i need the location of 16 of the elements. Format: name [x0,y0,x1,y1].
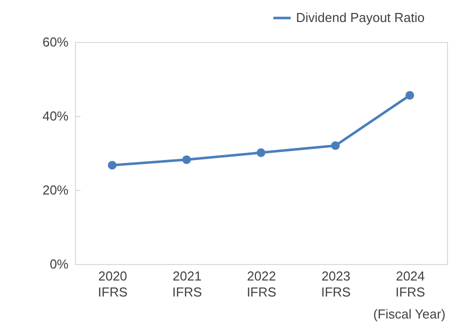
x-tick-label: 2024 IFRS [395,268,426,300]
point [182,155,191,164]
point [256,148,266,157]
x-tick-label: 2023 IFRS [321,268,352,300]
y-tick-label: 60% [42,34,69,50]
y-tick-label: 0% [50,256,69,272]
x-axis-title: (Fiscal Year) [373,306,446,322]
y-tick-label: 40% [42,108,69,124]
y-tick-label: 20% [42,182,69,198]
point [108,160,117,170]
point [331,141,340,150]
x-tick-label: 2020 IFRS [98,268,128,300]
x-tick-label: 2021 IFRS [172,268,202,300]
point [405,90,414,100]
legend-label: Dividend Payout Ratio [296,10,425,25]
x-tick-label: 2022 IFRS [246,268,277,300]
